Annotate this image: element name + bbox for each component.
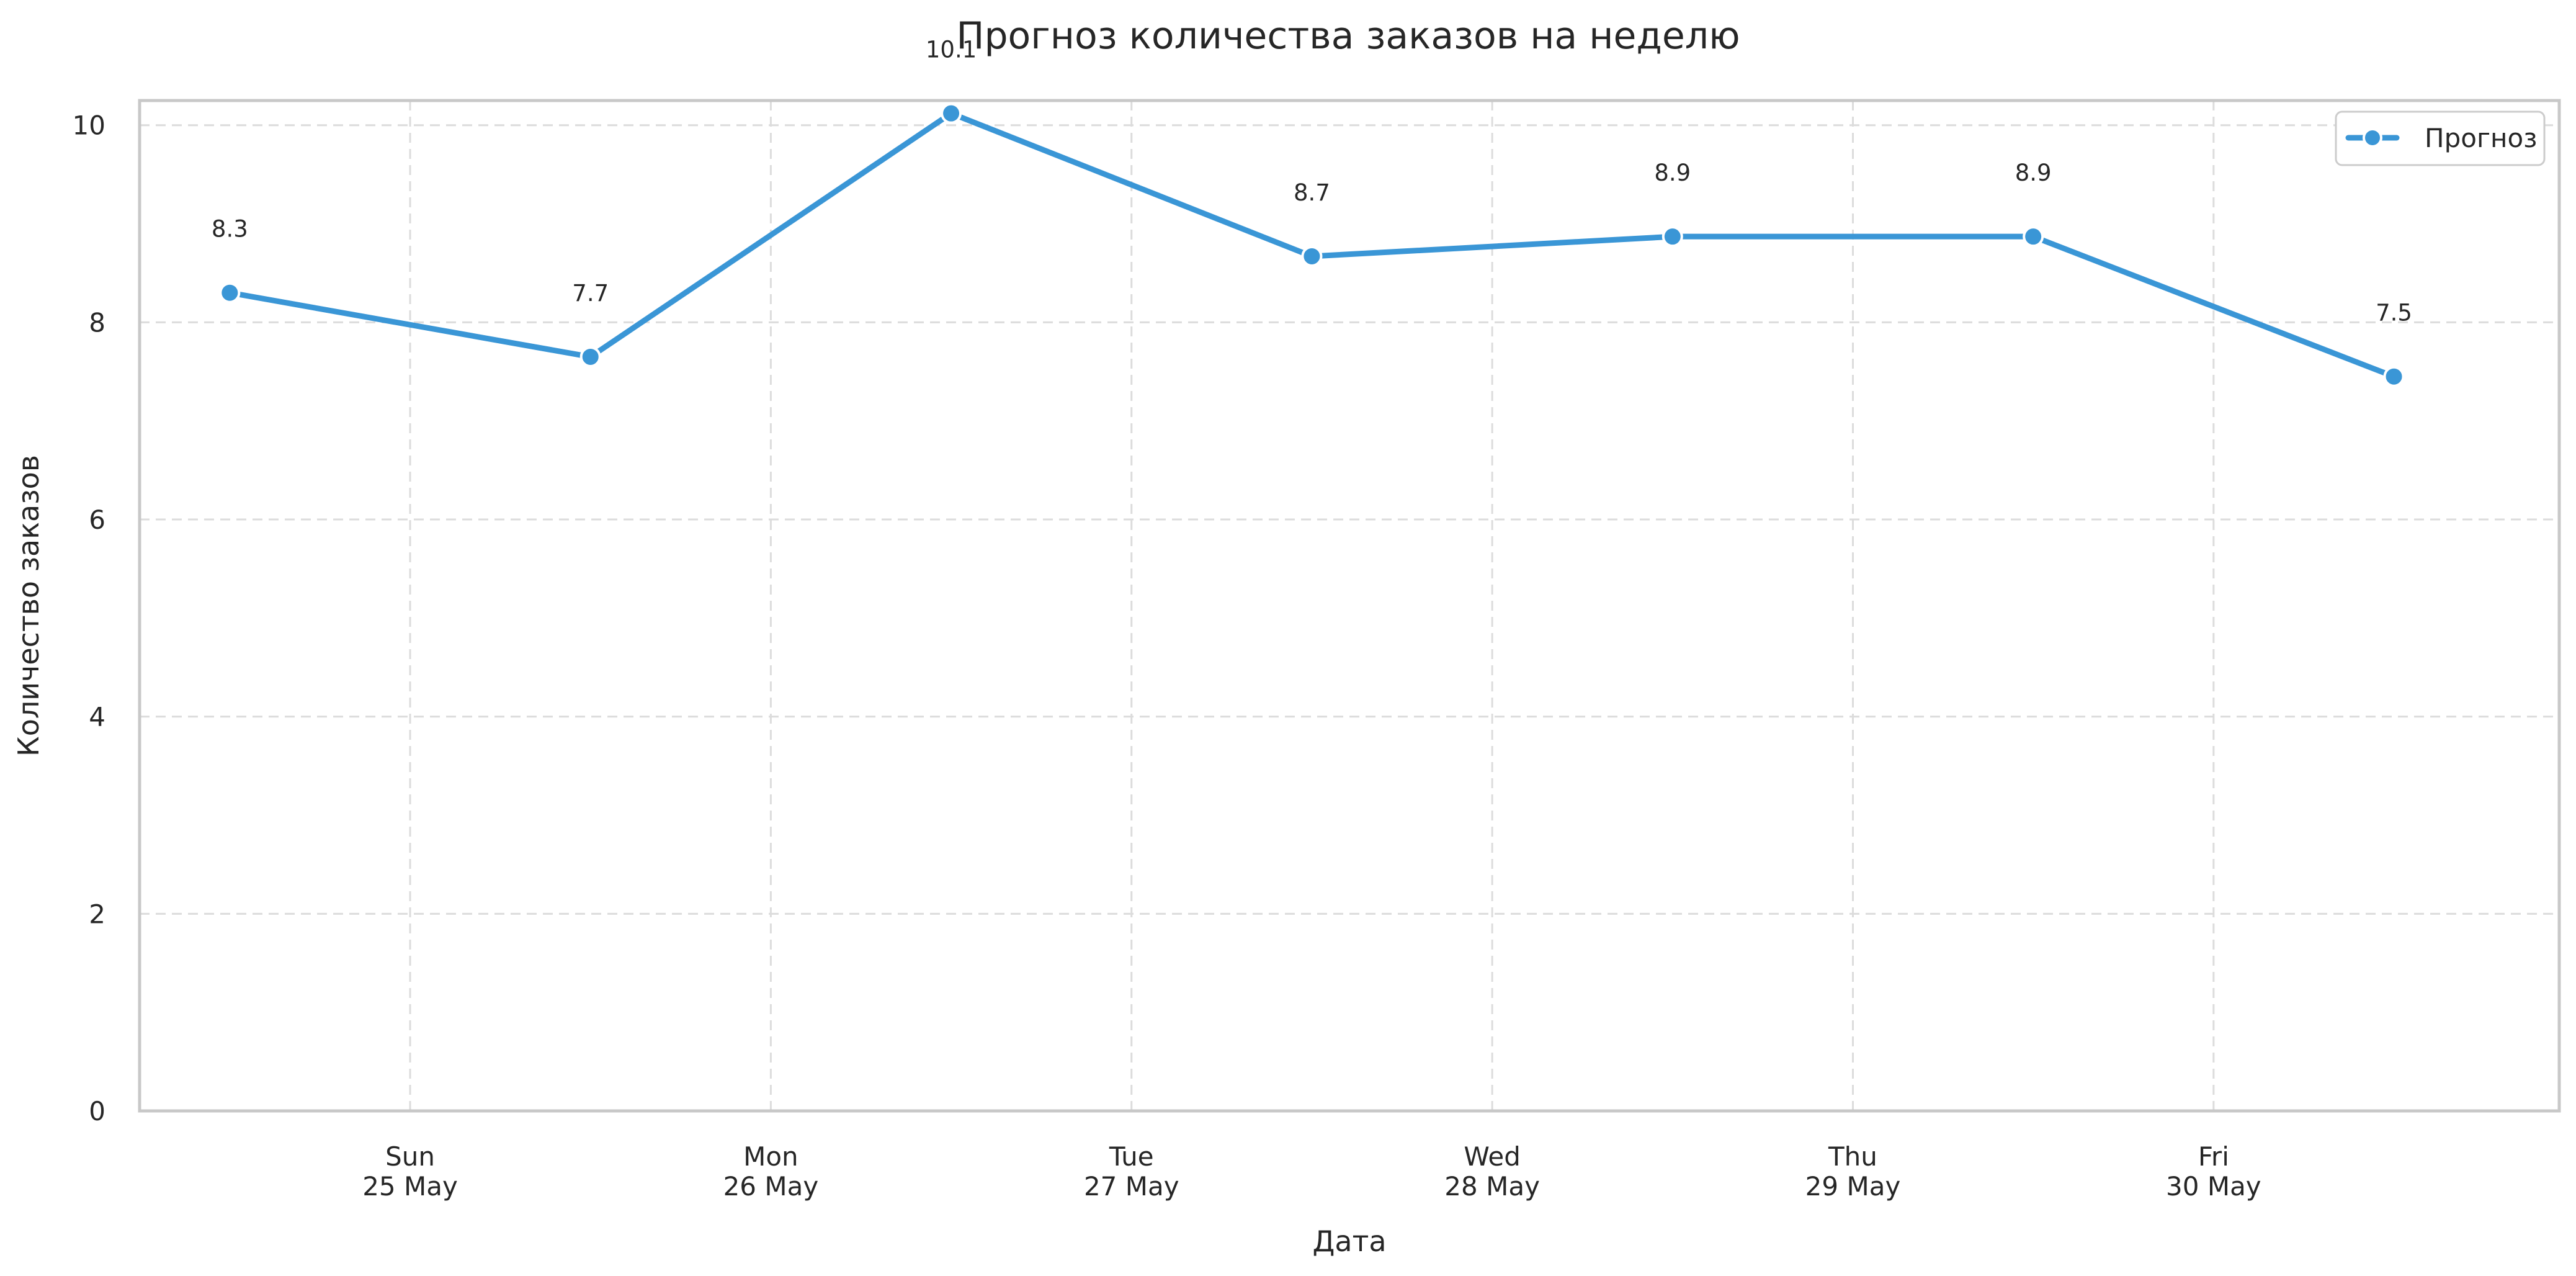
y-axis-ticks: 0 2 4 6 8 10: [73, 110, 105, 1126]
x-tick-day: Mon: [743, 1141, 798, 1172]
y-axis-label: Количество заказов: [12, 455, 45, 757]
data-label: 8.9: [2015, 160, 2052, 186]
legend-marker: [2363, 128, 2382, 148]
data-point: [579, 346, 601, 367]
x-tick-date: 27 May: [1084, 1171, 1179, 1202]
y-tick-label: 4: [89, 702, 105, 732]
x-tick-day: Tue: [1109, 1141, 1154, 1172]
data-point: [1661, 226, 1683, 248]
y-tick-label: 10: [73, 110, 105, 141]
x-tick-date: 26 May: [723, 1171, 819, 1202]
x-axis-label: Дата: [1312, 1224, 1386, 1258]
series-line: [226, 110, 2397, 380]
y-tick-label: 8: [89, 307, 105, 338]
data-label: 8.9: [1654, 160, 1691, 186]
grid: [140, 101, 2559, 1112]
data-label: 8.3: [212, 216, 248, 243]
x-tick-date: 29 May: [1805, 1171, 1901, 1202]
data-point: [1301, 245, 1323, 267]
x-tick-day: Sun: [385, 1141, 435, 1172]
x-tick-day: Thu: [1828, 1141, 1877, 1172]
series: [219, 102, 2405, 387]
data-label: 8.7: [1294, 179, 1330, 206]
data-point: [219, 282, 241, 303]
data-point: [2383, 366, 2405, 387]
data-label: 7.5: [2376, 300, 2412, 326]
data-point: [941, 102, 962, 124]
x-tick-date: 25 May: [362, 1171, 458, 1202]
x-tick-day: Fri: [2198, 1141, 2229, 1172]
y-tick-label: 6: [89, 505, 105, 535]
data-labels: 8.3 7.7 10.1 8.7 8.9 8.9 7.5: [212, 37, 2412, 326]
legend-box: [2335, 110, 2546, 166]
legend-item-label: Прогноз: [2425, 123, 2538, 153]
y-tick-label: 0: [89, 1096, 105, 1126]
legend: Прогноз: [2335, 110, 2546, 166]
x-tick-day: Wed: [1464, 1141, 1521, 1172]
y-tick-label: 2: [89, 899, 105, 929]
data-label: 7.7: [572, 280, 609, 307]
data-label: 10.1: [926, 37, 977, 63]
x-tick-date: 28 May: [1444, 1171, 1540, 1202]
plot-frame: [138, 99, 2561, 1113]
data-point: [2023, 226, 2044, 248]
chart-title: Прогноз количества заказов на неделю: [956, 14, 1740, 58]
x-tick-date: 30 May: [2166, 1171, 2261, 1202]
